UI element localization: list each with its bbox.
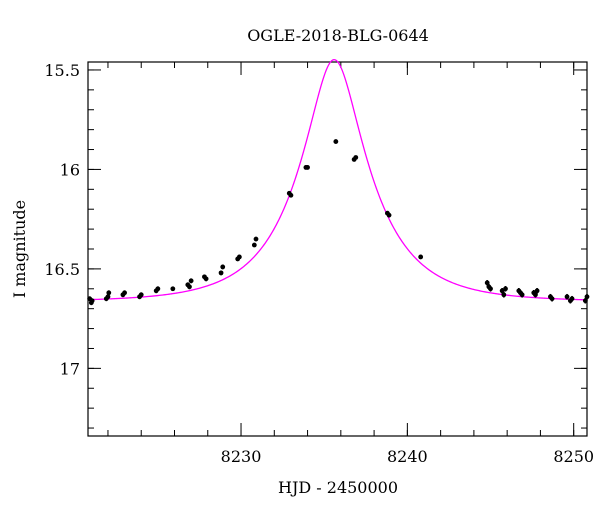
point-marker [106, 290, 112, 296]
point-marker [488, 286, 493, 292]
data-point [187, 284, 192, 290]
point-marker [203, 276, 209, 282]
point-marker [218, 270, 224, 276]
x-tick-labels: 8230 8240 8250 [221, 447, 594, 466]
data-point [218, 270, 224, 276]
data-point [569, 295, 575, 302]
point-marker [236, 254, 242, 260]
y-tick-label: 15.5 [44, 61, 80, 80]
x-tick-label: 8250 [553, 447, 594, 466]
point-marker [138, 292, 144, 298]
point-marker [353, 155, 359, 160]
point-marker [386, 212, 392, 218]
data-point [236, 254, 242, 260]
point-marker [188, 278, 194, 284]
point-marker [534, 288, 540, 294]
plot-frame [87, 61, 588, 437]
data-point [220, 264, 226, 270]
data-point [105, 294, 111, 300]
point-marker [89, 298, 95, 304]
point-marker [251, 242, 257, 248]
point-marker [105, 294, 111, 300]
data-point [333, 139, 339, 144]
data-point [488, 286, 493, 292]
data-point [170, 286, 176, 292]
data-point [188, 278, 194, 284]
data-point [253, 236, 259, 242]
point-marker [333, 139, 339, 144]
point-marker [584, 294, 590, 300]
point-marker [549, 296, 555, 302]
data-point [203, 276, 209, 282]
point-marker [122, 290, 127, 296]
point-marker [569, 296, 575, 302]
data-point [418, 254, 424, 260]
point-marker [503, 286, 508, 292]
data-points [87, 139, 590, 306]
data-point [288, 192, 294, 198]
data-point [503, 286, 508, 292]
point-marker [519, 292, 525, 298]
data-point [138, 292, 144, 298]
data-point [106, 290, 112, 296]
data-point [549, 295, 555, 302]
x-axis-label: HJD - 2450000 [278, 478, 398, 497]
y-tick-label: 16.5 [44, 260, 80, 279]
data-point [534, 287, 540, 294]
point-marker [187, 284, 192, 290]
model-curve [87, 59, 588, 301]
point-marker [288, 192, 294, 198]
data-point [501, 291, 507, 298]
point-marker [305, 165, 310, 170]
data-point [89, 298, 95, 304]
y-axis-label: I magnitude [10, 200, 29, 298]
data-point [386, 212, 392, 218]
data-point [584, 293, 590, 300]
data-point [519, 291, 525, 298]
point-marker [501, 292, 507, 298]
data-point [122, 290, 127, 296]
point-marker [564, 294, 570, 300]
point-marker [418, 254, 424, 260]
point-marker [155, 286, 161, 292]
data-point [155, 286, 161, 292]
data-point [353, 155, 359, 160]
plot-area [87, 59, 590, 437]
tick-marks [88, 62, 587, 436]
x-tick-label: 8240 [387, 447, 428, 466]
point-marker [170, 286, 176, 292]
data-point [251, 242, 257, 248]
point-marker [253, 236, 259, 242]
data-point [305, 165, 310, 170]
x-tick-label: 8230 [221, 447, 262, 466]
y-tick-label: 16 [60, 160, 80, 179]
chart-title: OGLE-2018-BLG-0644 [247, 26, 429, 45]
y-tick-labels: 15.5 16 16.5 17 [44, 61, 80, 378]
y-tick-label: 17 [60, 359, 80, 378]
point-marker [220, 264, 226, 270]
data-point [564, 293, 570, 300]
